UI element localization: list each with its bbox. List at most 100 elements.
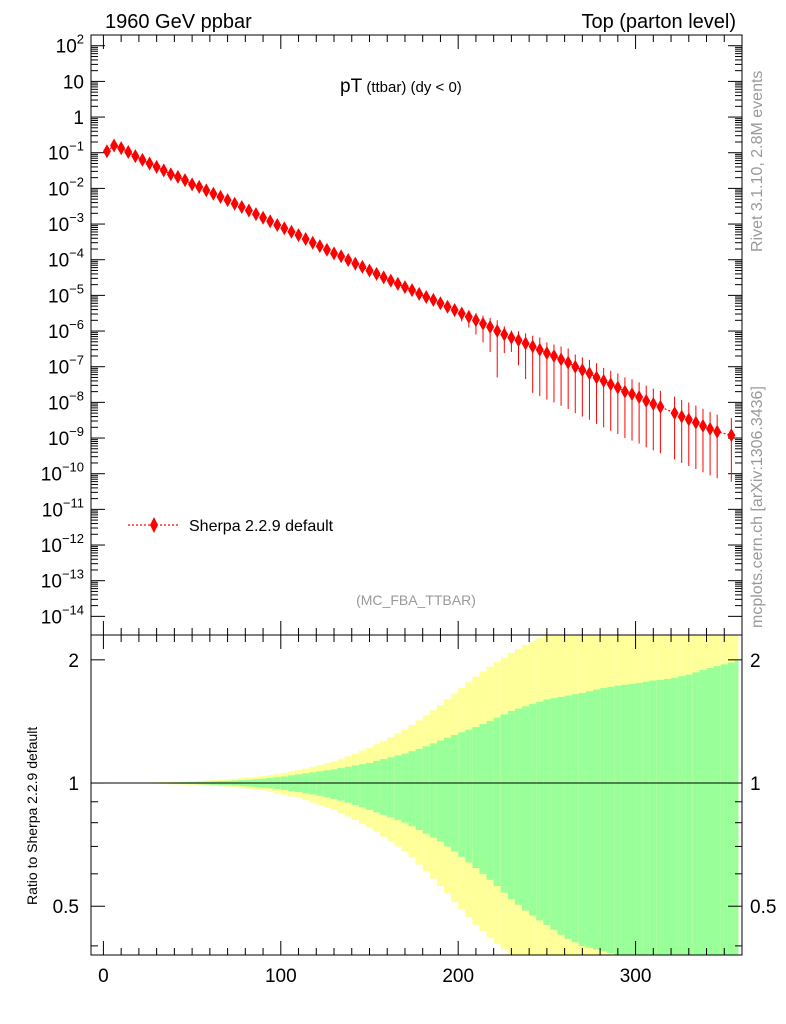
data-point [507,330,516,345]
ratio-frame [90,634,743,956]
data-point [706,421,715,436]
data-point [287,224,296,239]
ratio-y-tick-label: 0.5 [53,897,79,918]
data-point [557,352,566,367]
ratio-inner-band-bin [727,662,735,955]
data-point [486,319,495,334]
data-point [549,348,558,363]
data-point [358,259,367,274]
ratio-inner-band-bin [621,684,629,955]
data-point [181,173,190,188]
data-point [308,235,317,250]
ratio-inner-band-bin [429,743,437,838]
data-point [528,339,537,354]
ratio-inner-band-bin [486,720,494,880]
data-point [620,384,629,399]
ratio-bands [124,635,739,955]
data-point [223,193,232,208]
data-point [131,149,140,164]
data-point [244,203,253,218]
ratio-inner-band-bin [443,737,452,847]
ratio-y-tick-label: 2 [68,651,79,672]
ratio-y-label: Ratio to Sherpa 2.2.9 default [24,727,40,905]
data-point [422,290,431,305]
main-y-tick-label: 10 [63,72,84,93]
legend-marker [150,517,158,533]
ratio-inner-band-bin [323,770,331,798]
ratio-inner-band-bin [401,753,409,823]
data-point [635,390,644,405]
data-point [578,363,587,378]
data-point [230,196,239,211]
rivet-version-text: Rivet 3.1.10, 2.8M events [749,71,766,252]
ratio-inner-band-bin [365,762,374,810]
data-point [301,232,310,247]
data-point [251,207,260,222]
ratio-inner-band-bin [614,685,622,955]
data-point [330,246,339,261]
data-point [138,152,147,167]
data-point [542,346,551,361]
main-frame [90,34,743,636]
ratio-inner-band-bin [529,703,537,916]
data-point [166,167,175,182]
ratio-inner-band-bin [415,748,423,830]
data-point [294,228,303,243]
ratio-inner-band-bin [699,670,707,955]
ratio-inner-band-bin [685,674,693,955]
data-point [691,415,700,430]
main-panel: 10−1410−1310−1210−1110−1010−910−810−710−… [41,32,743,636]
ratio-inner-band-bin [656,679,664,955]
data-point [649,397,658,412]
ratio-inner-band-bin [592,689,601,950]
ratio-inner-band-bin [706,668,714,955]
ratio-inner-band-bin [330,769,338,799]
main-y-tick-label: 10−10 [41,460,84,486]
data-point [727,428,736,443]
ratio-inner-band-bin [479,723,487,874]
ratio-inner-band-bin [380,759,388,815]
ratio-inner-band-bin [600,688,608,952]
data-point [315,239,324,254]
data-point [259,210,268,225]
ratio-inner-band-bin [578,692,586,946]
data-point [429,292,438,307]
data-point [216,189,225,204]
ratio-x-axis: 0 100 200 300 [98,635,725,987]
main-title: pT (ttbar) (dy < 0) [340,76,462,97]
ratio-y-tick-label-right: 2 [750,651,761,672]
data-point [209,186,218,201]
ratio-inner-band-bin [550,698,558,930]
ratio-inner-band-bin [663,678,672,955]
main-title-sub: (ttbar) (dy < 0) [362,79,462,96]
data-point [202,183,211,198]
data-point [564,355,573,370]
data-point [684,412,693,427]
ratio-inner-band-bin [642,681,650,955]
main-y-tick-label: 10−5 [48,281,84,307]
main-y-axis: 10−1410−1310−1210−1110−1010−910−810−710−… [41,32,742,635]
ratio-inner-band-bin [316,771,324,796]
data-point [337,249,346,264]
ratio-y-axis: 0.5 0.5 1 1 2 2 [53,651,776,947]
data-point [400,280,409,295]
data-point [450,302,459,317]
data-point [613,380,622,395]
data-point [351,256,360,271]
main-y-tick-label: 10−14 [41,602,84,628]
data-point [493,324,502,339]
legend-label: Sherpa 2.2.9 default [189,518,334,535]
data-point [145,156,154,171]
ratio-inner-band-bin [465,729,473,863]
data-point [443,299,452,314]
ratio-inner-band-bin [536,701,544,921]
ratio-inner-band-bin [564,695,572,939]
ratio-inner-band-bin [607,686,615,954]
data-point [415,286,424,301]
ratio-inner-band-bin [720,664,728,955]
data-point [379,270,388,285]
series-sherpa [102,138,736,482]
ratio-inner-band-bin [387,757,395,818]
data-point [280,221,289,236]
